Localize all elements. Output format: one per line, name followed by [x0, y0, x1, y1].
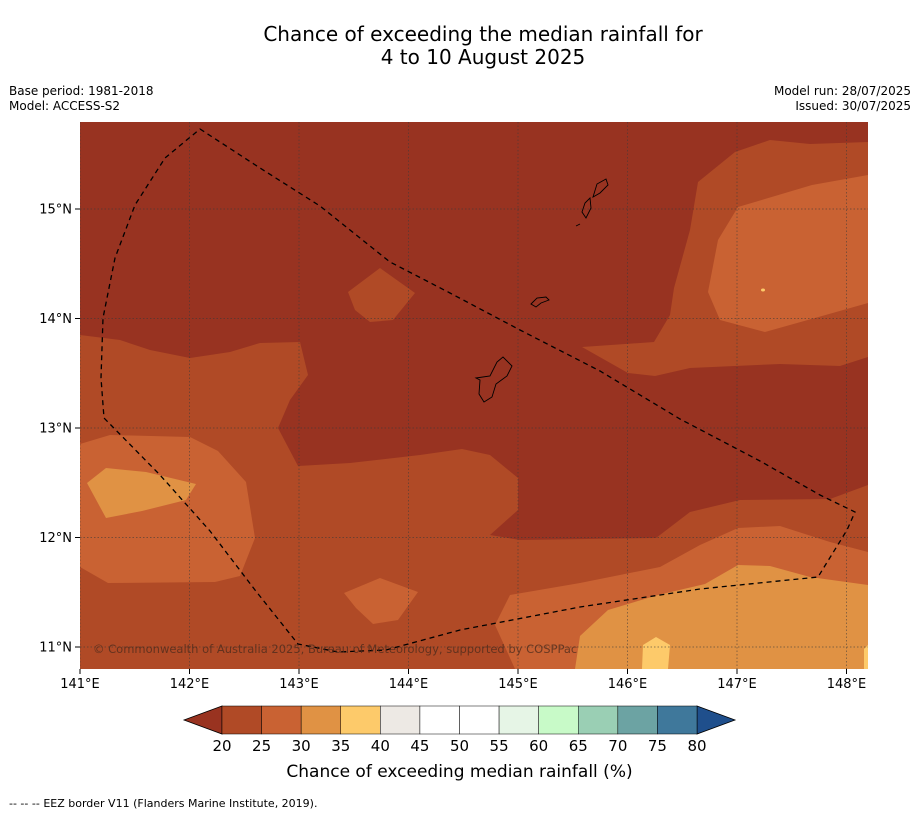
lat-label-11n: 11°N [39, 641, 72, 656]
lon-label-148e: 148°E [827, 677, 867, 692]
colorbar-segment-75-80 [657, 705, 698, 735]
meta-right: Model run: 28/07/2025 Issued: 30/07/2025 [774, 84, 911, 114]
title-line-2: 4 to 10 August 2025 [380, 45, 586, 69]
colorbar-tick-75: 75 [648, 737, 667, 755]
colorbar-tick-labels: 20 25 30 35 40 45 50 55 60 65 70 75 80 [212, 737, 706, 755]
lon-label-144e: 144°E [389, 677, 429, 692]
gridlines [80, 122, 868, 669]
eez-border [100, 128, 856, 653]
region-25-30-central-blob [344, 578, 418, 624]
colorbar-under-triangle [182, 705, 223, 735]
colorbar-tick-55: 55 [490, 737, 509, 755]
axis-ticks [75, 208, 847, 674]
region-30-35-west [87, 468, 196, 518]
footer-legend: -- -- -- EEZ border V11 (Flanders Marine… [9, 797, 317, 810]
colorbar-label: Chance of exceeding median rainfall (%) [286, 762, 633, 782]
lat-label-13n: 13°N [39, 422, 72, 437]
region-25-30-northeast [708, 175, 868, 332]
colorbar-segment-55-60 [498, 705, 539, 735]
colorbar-segment-35-40 [340, 705, 381, 735]
island-rota [530, 296, 550, 308]
region-35-40-speck [761, 288, 765, 292]
model-run: Model run: 28/07/2025 [773, 84, 911, 98]
base-period: Base period: 1981-2018 [9, 84, 154, 98]
island-tinian [581, 197, 592, 219]
colorbar-tick-45: 45 [410, 737, 429, 755]
colorbar-tick-40: 40 [371, 737, 390, 755]
lon-label-147e: 147°E [717, 677, 757, 692]
region-35-40-south [642, 637, 670, 669]
issued-date: Issued: 30/07/2025 [795, 99, 911, 113]
lat-labels: 15°N 14°N 13°N 12°N 11°N [39, 203, 72, 656]
colorbar-over-triangle [696, 705, 737, 735]
colorbar-segment-50-55 [459, 705, 500, 735]
lon-label-143e: 143°E [279, 677, 319, 692]
colorbar-tick-30: 30 [292, 737, 311, 755]
colorbar-tick-25: 25 [252, 737, 271, 755]
islands [474, 178, 609, 403]
meta-left: Base period: 1981-2018 Model: ACCESS-S2 [9, 84, 154, 114]
model-name: Model: ACCESS-S2 [9, 99, 121, 113]
lat-label-12n: 12°N [39, 531, 72, 546]
eez-legend-text: EEZ border V11 (Flanders Marine Institut… [43, 797, 318, 810]
rainfall-map: © Commonwealth of Australia 2025, Bureau… [39, 122, 868, 755]
colorbar-segment-20-25 [221, 705, 262, 735]
title-line-1: Chance of exceeding the median rainfall … [263, 22, 703, 46]
island-saipan [592, 178, 609, 198]
lon-labels: 141°E 142°E 143°E 144°E 145°E 146°E 147°… [60, 677, 866, 692]
colorbar-segment-40-45 [380, 705, 421, 735]
colorbar-segment-70-75 [617, 705, 658, 735]
colorbar-segment-65-70 [578, 705, 619, 735]
colorbar-tick-65: 65 [569, 737, 588, 755]
colorbar-tick-70: 70 [608, 737, 627, 755]
colorbar-tick-50: 50 [450, 737, 469, 755]
island-guam [474, 356, 513, 403]
copyright-text: © Commonwealth of Australia 2025, Bureau… [93, 642, 577, 656]
eez-legend-dash: -- -- -- [9, 797, 40, 810]
colorbar-segment-45-50 [419, 705, 460, 735]
colorbar-tick-35: 35 [331, 737, 350, 755]
colorbar-segment-60-65 [538, 705, 579, 735]
map-plot-area: © Commonwealth of Australia 2025, Bureau… [80, 122, 868, 669]
colorbar-tick-60: 60 [529, 737, 548, 755]
lon-label-142e: 142°E [170, 677, 210, 692]
colorbar: 20 25 30 35 40 45 50 55 60 65 70 75 80 [182, 705, 737, 755]
colorbar-tick-20: 20 [212, 737, 231, 755]
colorbar-tick-80: 80 [687, 737, 706, 755]
lon-label-141e: 141°E [60, 677, 100, 692]
colorbar-segment-30-35 [300, 705, 341, 735]
island-aguijan [575, 223, 581, 227]
lon-label-146e: 146°E [608, 677, 648, 692]
lat-label-14n: 14°N [39, 312, 72, 327]
colorbar-segment-25-30 [261, 705, 302, 735]
region-35-40-east-edge [864, 645, 868, 669]
region-20-25-central-blob [348, 268, 415, 322]
lon-label-145e: 145°E [498, 677, 538, 692]
lat-label-15n: 15°N [39, 203, 72, 218]
